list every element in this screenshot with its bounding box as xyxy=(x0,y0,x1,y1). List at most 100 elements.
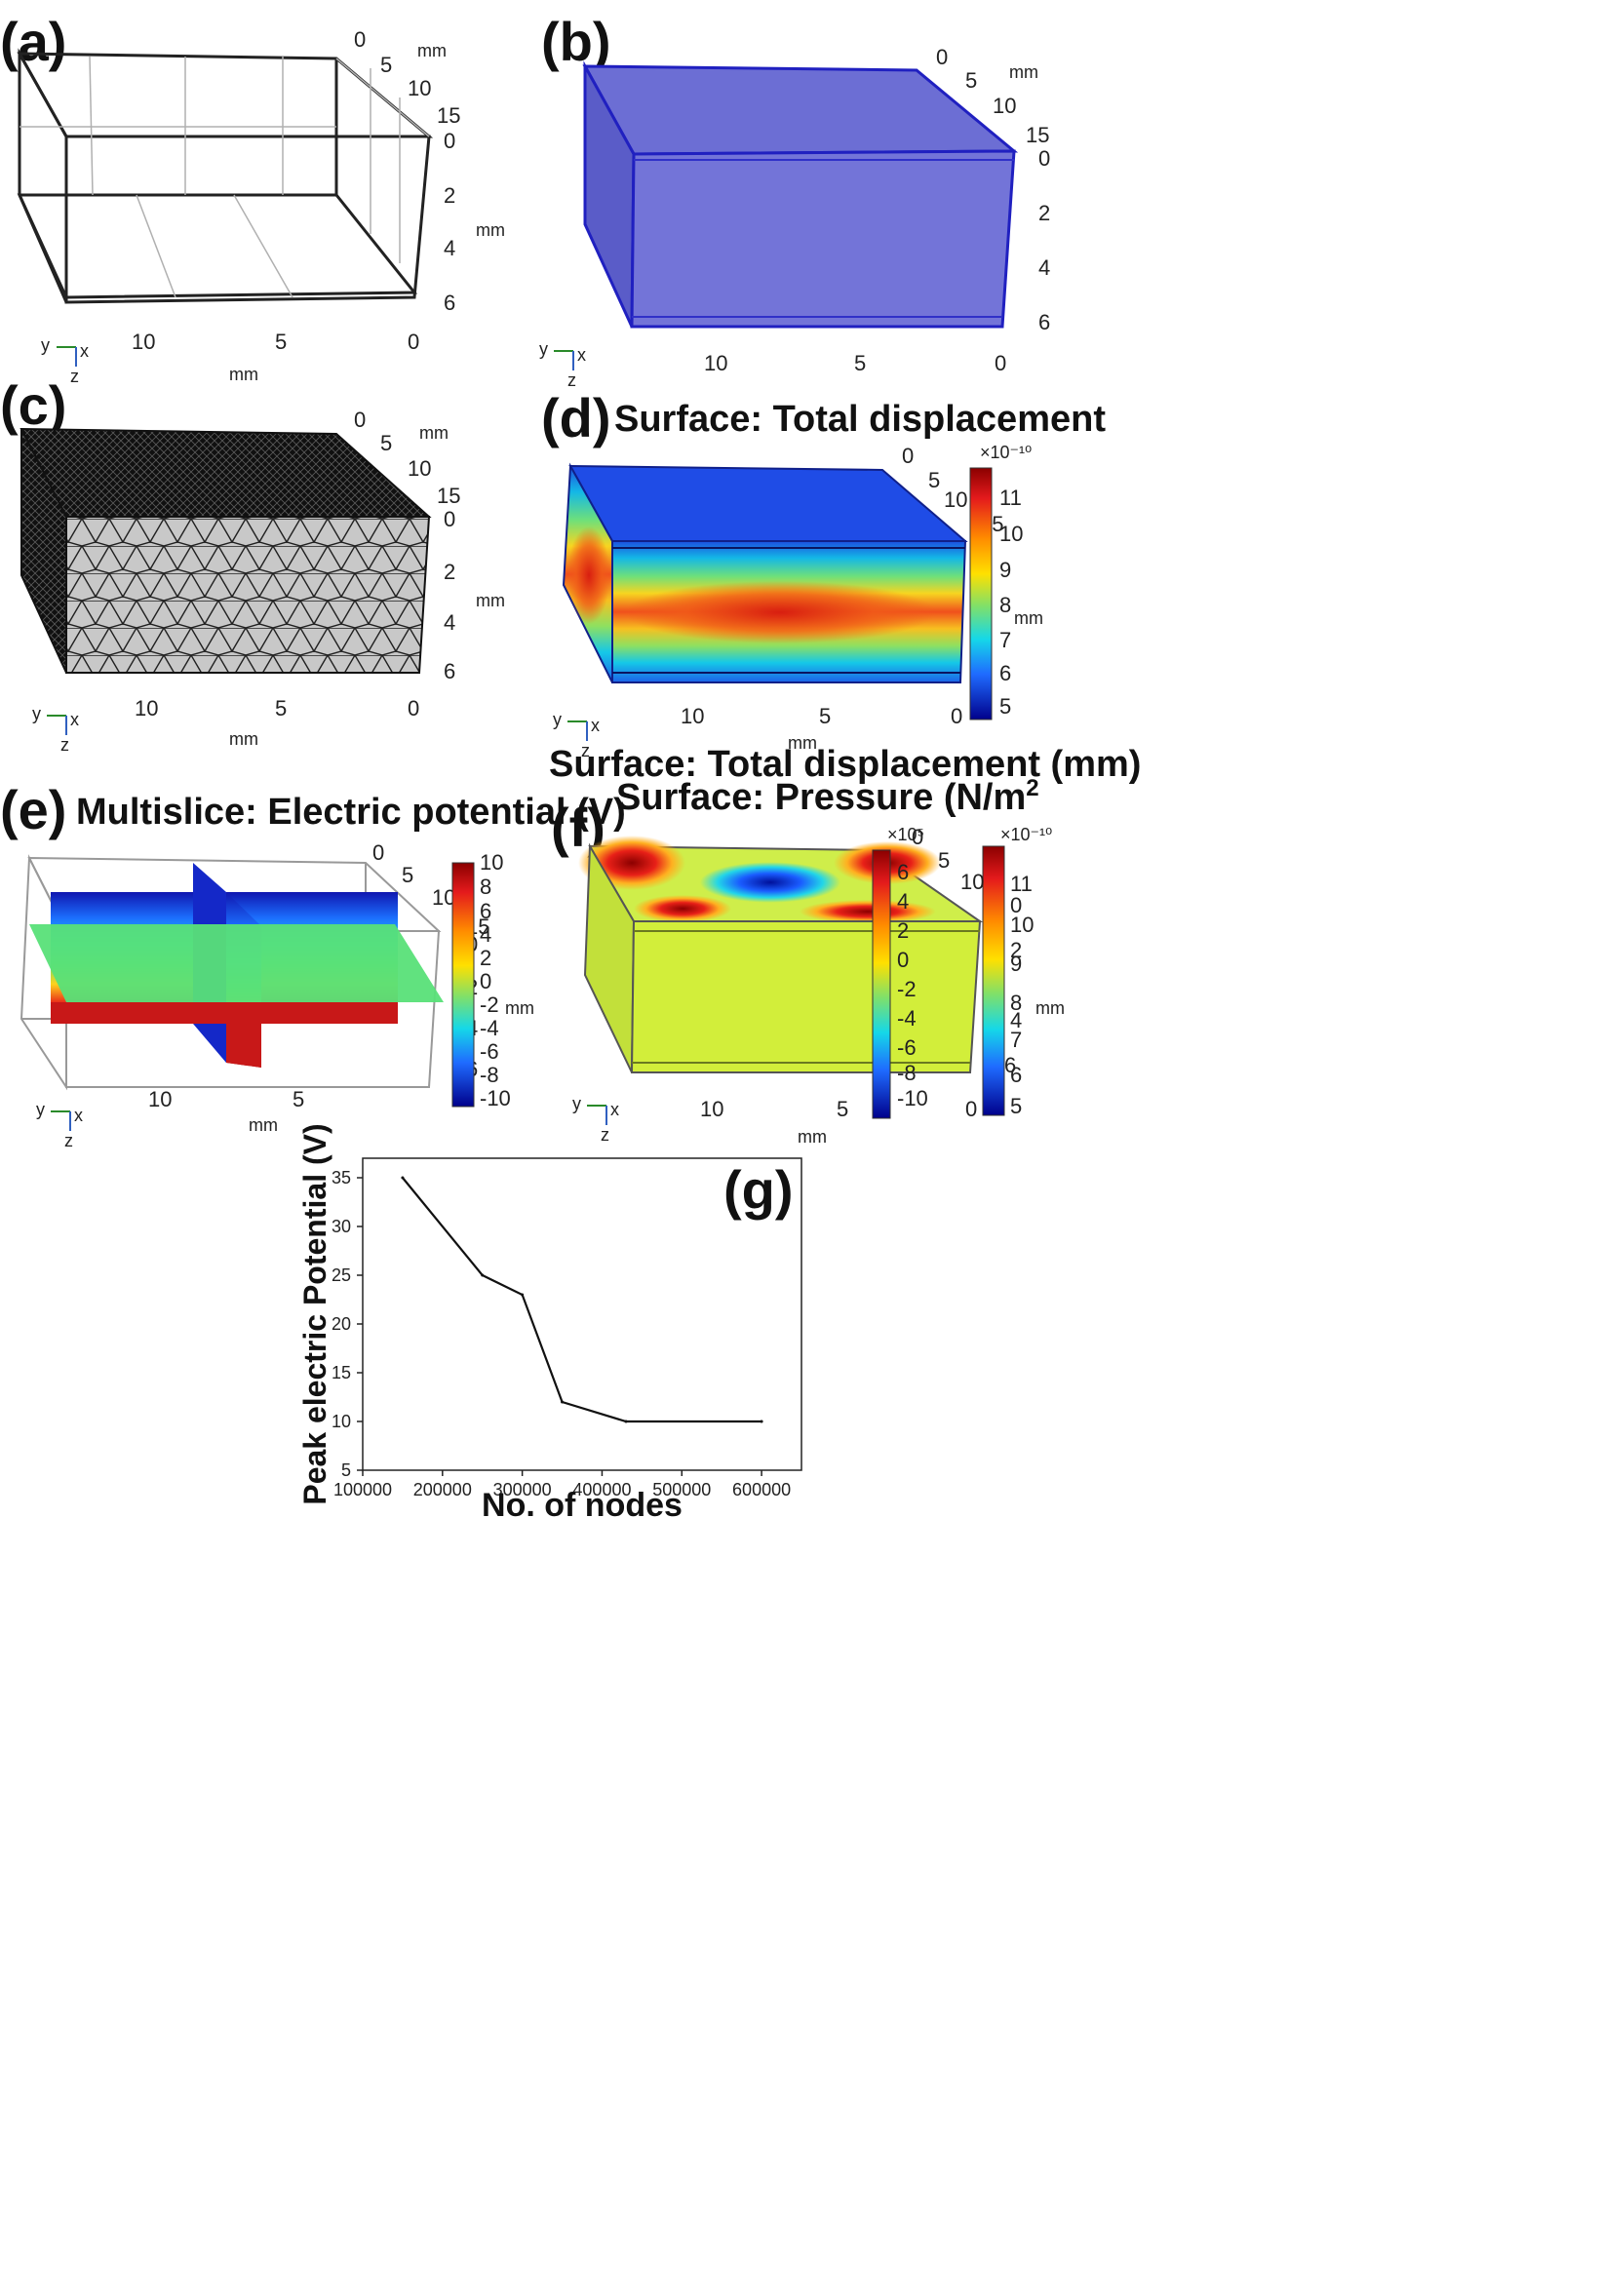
chart-panel-label: (g) xyxy=(723,1159,794,1221)
panel-f-axis-triad: y x z xyxy=(572,1094,619,1145)
panel-f-triad-y: y xyxy=(572,1094,581,1113)
panel-c: (c) 0 5 10 15 mm 0 2 4 6 mm 10 5 0 mm y … xyxy=(0,374,505,755)
panel-a-bottom-unit: mm xyxy=(229,365,258,384)
panel-f-right-tick-0: 0 xyxy=(1010,893,1022,917)
panel-a-right-tick-2: 4 xyxy=(444,236,455,260)
panel-e-cbar-tick-9: -8 xyxy=(480,1063,499,1087)
panel-d-label: (d) xyxy=(541,387,611,448)
panel-c-top-tick-3: 15 xyxy=(437,484,460,508)
panel-b-top-tick-0: 0 xyxy=(936,45,948,69)
panel-c-top-tick-2: 10 xyxy=(408,456,431,481)
panel-a-top-tick-0: 0 xyxy=(354,27,366,52)
panel-e-top-tick-2: 10 xyxy=(432,885,455,910)
panel-d-axis-triad: y x z xyxy=(553,710,600,760)
panel-f-cbar2-tick-4: 7 xyxy=(1010,1028,1022,1052)
panel-e-colorbar xyxy=(451,862,475,1108)
panel-b-bottom-tick-0: 10 xyxy=(704,351,727,375)
panel-c-top-tick-1: 5 xyxy=(380,431,392,455)
panel-e-top-tick-0: 0 xyxy=(372,840,384,865)
panel-e-top-tick-1: 5 xyxy=(402,863,413,887)
panel-f-bottom-tick-0: 10 xyxy=(700,1097,723,1121)
panel-e-multislice xyxy=(29,863,444,1068)
panel-f-cbar1-tick-6: -6 xyxy=(897,1035,917,1060)
panel-f-top-tick-0: 0 xyxy=(912,825,923,849)
panel-c-top-unit: mm xyxy=(419,423,449,443)
panel-b-bottom-tick-1: 5 xyxy=(854,351,866,375)
panel-f-cbar2-tick-1: 10 xyxy=(1010,913,1034,937)
panel-c-bottom-tick-2: 0 xyxy=(408,696,419,720)
panel-d-cbar-tick-4: 7 xyxy=(999,628,1011,652)
panel-f-colorbar-pressure xyxy=(872,849,891,1119)
panel-d-top-tick-1: 5 xyxy=(928,468,940,492)
panel-e-bottom-tick-1: 5 xyxy=(293,1087,304,1111)
panel-d-displacement-box xyxy=(562,462,968,683)
chart-x-label: No. of nodes xyxy=(482,1487,683,1524)
panel-f-right-tick-2: 4 xyxy=(1010,1008,1022,1032)
panel-e-cbar-tick-5: 0 xyxy=(480,969,491,993)
panel-e-cbar-tick-2: 6 xyxy=(480,899,491,923)
chart-x-tick-label: 300000 xyxy=(493,1480,552,1499)
panel-d-triad-x: x xyxy=(591,716,600,735)
panel-d-bottom-tick-1: 5 xyxy=(819,704,831,728)
panel-c-bottom-tick-1: 5 xyxy=(275,696,287,720)
chart-x-tick-label: 600000 xyxy=(732,1480,791,1499)
panel-f-bottom-tick-2: 0 xyxy=(965,1097,977,1121)
panel-c-triad-y: y xyxy=(32,704,41,723)
panel-a-right-tick-1: 2 xyxy=(444,183,455,208)
panel-f-cbar2-tick-5: 6 xyxy=(1010,1063,1022,1087)
panel-f-cbar2-tick-2: 9 xyxy=(1010,952,1022,976)
panel-f-triad-x: x xyxy=(610,1100,619,1119)
panel-e-cbar-tick-1: 8 xyxy=(480,875,491,899)
panel-c-triad-x: x xyxy=(70,710,79,729)
panel-d-cbar-tick-2: 9 xyxy=(999,558,1011,582)
panel-c-right-unit: mm xyxy=(476,591,505,610)
panel-e-right-unit: mm xyxy=(505,998,534,1018)
panel-a-triad-z: z xyxy=(70,367,79,386)
chart-y-axis: 5 10 15 20 25 30 35 xyxy=(332,1168,363,1480)
panel-f-cbar2-tick-3: 8 xyxy=(1010,991,1022,1015)
chart-plot-area xyxy=(362,1157,802,1471)
panel-a-triad-y: y xyxy=(41,335,50,355)
panel-e-triad-z: z xyxy=(64,1131,73,1150)
panel-a-wireframe-box xyxy=(17,48,434,304)
panel-b-axis-triad: y x z xyxy=(539,339,586,390)
panel-d-bottom-tick-0: 10 xyxy=(681,704,704,728)
panel-e-bottom-unit: mm xyxy=(249,1115,278,1135)
chart-y-tick-label: 25 xyxy=(332,1265,351,1285)
panel-f-bottom-tick-1: 5 xyxy=(837,1097,848,1121)
panel-a-triad-x: x xyxy=(80,341,89,361)
panel-b-right-tick-1: 2 xyxy=(1038,201,1050,225)
panel-a-bottom-tick-0: 10 xyxy=(132,330,155,354)
panel-f-right-unit: mm xyxy=(1035,998,1065,1018)
panel-b-top-tick-3: 15 xyxy=(1026,123,1049,147)
panel-a-top-tick-3: 15 xyxy=(437,103,460,128)
panel-f-cbar2-tick-6: 5 xyxy=(1010,1094,1022,1118)
chart-y-tick-label: 15 xyxy=(332,1363,351,1382)
panel-f-cbar1-tick-4: -2 xyxy=(897,977,917,1001)
panel-e-cbar-tick-0: 10 xyxy=(480,850,503,875)
panel-f-title-line2-main: Surface: Pressure (N/m xyxy=(616,777,1026,818)
panel-c-top-tick-0: 0 xyxy=(354,408,366,432)
panel-b-right-tick-0: 0 xyxy=(1038,146,1050,171)
panel-c-meshed-box xyxy=(20,427,432,674)
panel-e: (e) Multislice: Electric potential (V) 0… xyxy=(0,779,626,1150)
panel-b: (b) 0 5 10 15 mm 0 2 4 6 10 5 0 y x z xyxy=(539,11,1050,390)
panel-e-cbar-tick-4: 2 xyxy=(480,946,491,970)
chart-x-tick-label: 400000 xyxy=(572,1480,631,1499)
panel-a: (a) 0 5 10 15 mm 0 2 4 6 mm 10 5 xyxy=(0,11,505,386)
panel-e-cbar-tick-7: -4 xyxy=(480,1016,499,1040)
panel-f-cbar1-tick-1: 4 xyxy=(897,889,909,914)
panel-b-triad-z: z xyxy=(567,370,576,390)
panel-e-title: Multislice: Electric potential (V) xyxy=(76,792,626,833)
panel-f-cbar1-tick-5: -4 xyxy=(897,1006,917,1031)
panel-b-top-tick-1: 5 xyxy=(965,68,977,93)
panel-f-title-sup: 2 xyxy=(1026,775,1038,801)
panel-d-colorbar xyxy=(969,467,993,720)
panel-e-triad-x: x xyxy=(74,1106,83,1125)
panel-f-cbar1-tick-0: 6 xyxy=(897,860,909,884)
panel-e-label: (e) xyxy=(0,779,66,840)
chart-x-tick-label: 500000 xyxy=(652,1480,711,1499)
panel-f-cbar1-tick-3: 0 xyxy=(897,948,909,972)
chart-data-point xyxy=(624,1420,628,1423)
